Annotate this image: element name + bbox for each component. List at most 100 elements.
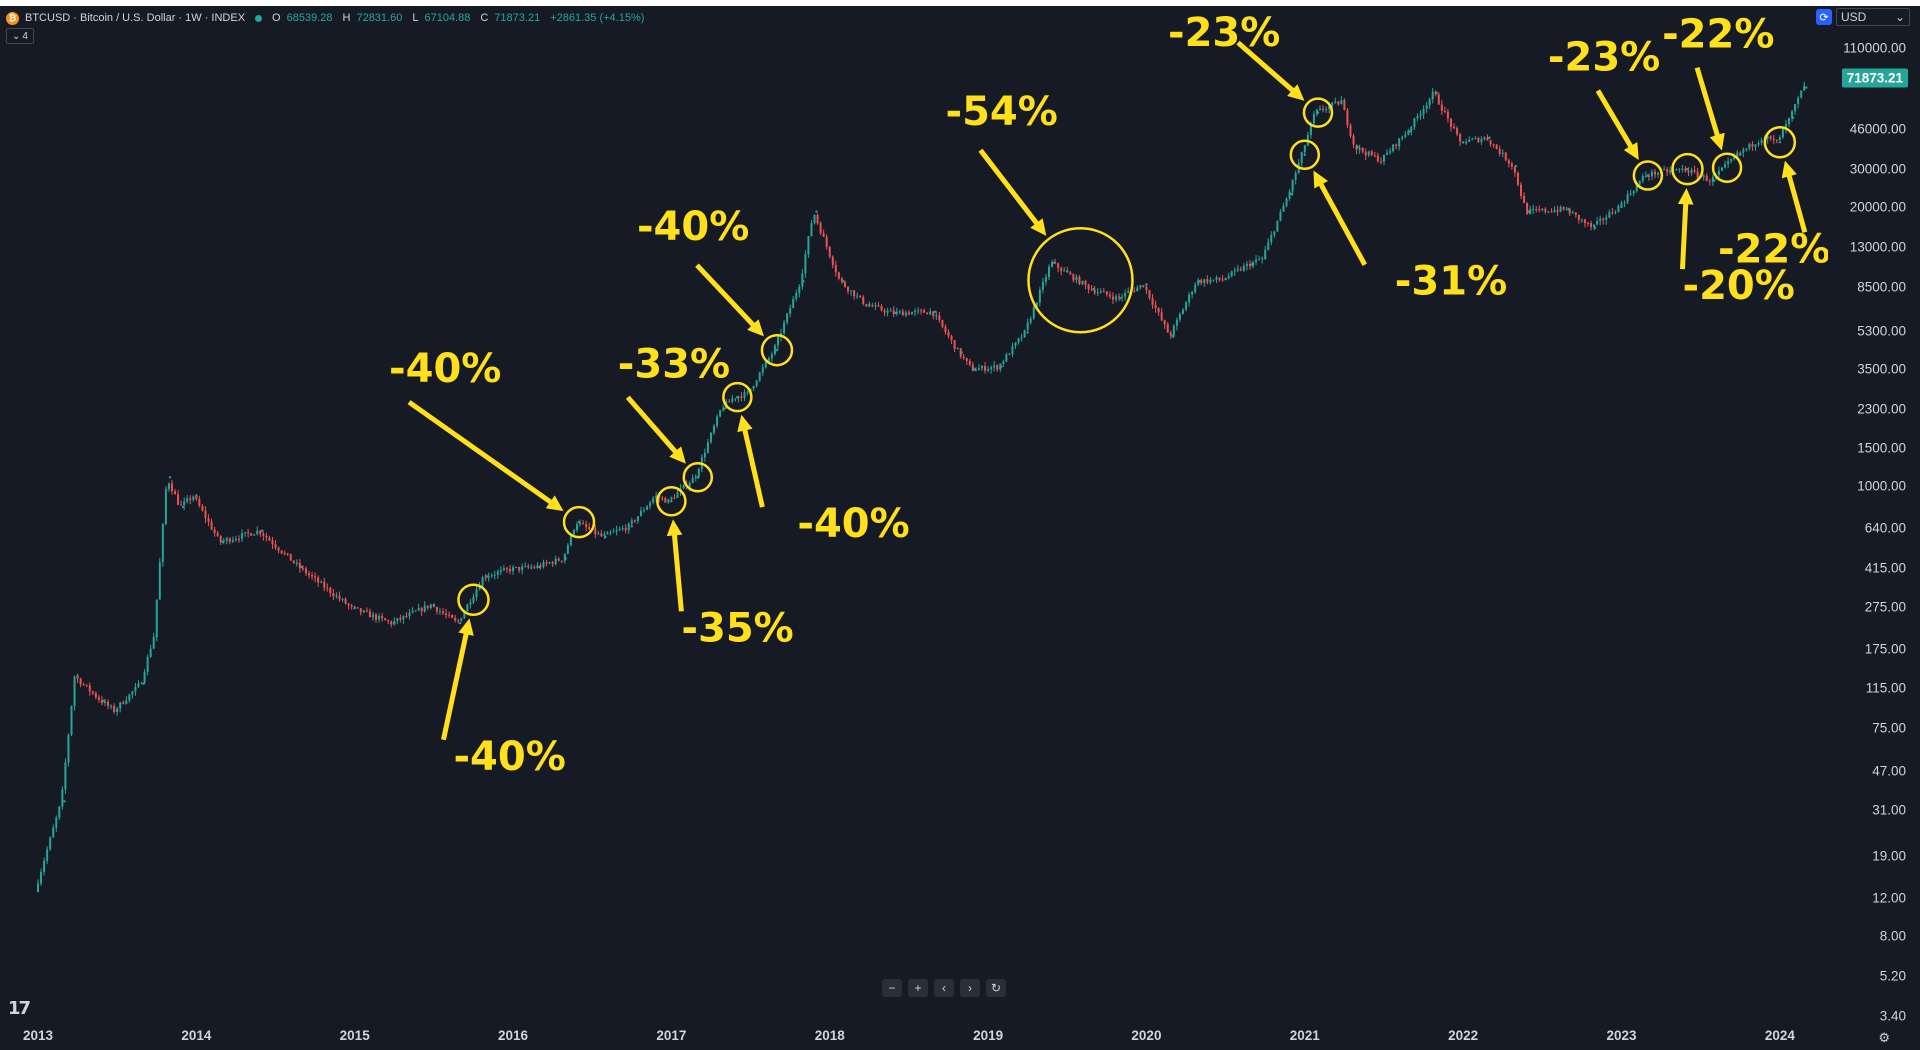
candle-body [1096, 292, 1099, 294]
candle-body [682, 484, 685, 489]
candle-body [719, 410, 722, 417]
candle-body [1145, 286, 1148, 291]
candle-body [204, 510, 207, 519]
last-price-label: 71873.21 [1841, 68, 1908, 88]
candle-body [1641, 176, 1644, 182]
annotation-circle [1763, 126, 1797, 159]
candle-body [880, 306, 883, 311]
candle-body [1157, 308, 1160, 313]
symbol-title[interactable]: BTCUSD · Bitcoin / U.S. Dollar · 1W · IN… [25, 12, 246, 24]
candle-body [1690, 169, 1693, 173]
zoom-in-button[interactable]: + [908, 979, 928, 997]
candle-body [1754, 144, 1757, 147]
candle-body [1440, 104, 1443, 111]
market-status-icon [255, 14, 263, 22]
price-tick-label: 8500.00 [1857, 279, 1906, 295]
candle-body [1203, 279, 1206, 284]
annotation-circle [562, 505, 596, 539]
candle-body [661, 497, 664, 499]
candle-body [783, 322, 786, 334]
scroll-left-button[interactable]: ‹ [934, 979, 954, 997]
candle-body [1501, 152, 1504, 154]
candle-body [1139, 285, 1142, 288]
candle-body [618, 528, 621, 531]
candle-body [1614, 212, 1617, 214]
data-point [670, 500, 673, 503]
gear-icon[interactable]: ⚙ [1878, 1030, 1890, 1045]
candle-body [314, 576, 317, 578]
currency-select[interactable]: USD ⌄ [1836, 8, 1910, 26]
candle-body [1769, 136, 1772, 139]
candle-body [1590, 223, 1593, 228]
candle-body [341, 599, 344, 601]
candle-body [326, 587, 329, 589]
candle-body [1340, 100, 1343, 105]
annotation-circle [1671, 152, 1704, 186]
candle-body [1742, 149, 1745, 153]
candle-body [384, 618, 387, 621]
indicators-toggle-button[interactable]: ⌄ 4 [6, 28, 34, 44]
candle-body [1102, 291, 1105, 293]
candle-body [1416, 116, 1419, 119]
reset-chart-button[interactable]: ↻ [986, 979, 1006, 997]
candle-body [1577, 214, 1580, 220]
candle-body [1212, 279, 1215, 281]
candle-body [496, 571, 499, 575]
refresh-icon[interactable]: ⟳ [1816, 9, 1832, 25]
data-point [1066, 270, 1069, 273]
candle-body [585, 524, 588, 528]
data-point [1409, 130, 1412, 133]
data-point [459, 621, 462, 625]
candle-body [609, 532, 612, 534]
data-point [1303, 153, 1307, 156]
candle-body [186, 498, 189, 502]
candle-body [481, 577, 484, 587]
candle-body [1453, 126, 1456, 129]
year-tick-label: 2015 [339, 1028, 370, 1043]
candle-body [329, 587, 332, 594]
data-point [1712, 179, 1716, 182]
candle-body [1209, 279, 1212, 283]
data-point [1567, 208, 1570, 211]
candle-body [786, 313, 789, 323]
candle-body [1751, 143, 1754, 147]
candle-body [1477, 137, 1480, 142]
candle-body [636, 516, 639, 522]
candle-body [1285, 198, 1288, 206]
candle-body [463, 611, 466, 619]
candle-body [1233, 270, 1236, 272]
candle-body [304, 568, 307, 574]
candle-body [210, 521, 213, 530]
candle-body [1026, 322, 1029, 330]
candle-body [850, 290, 853, 292]
candle-body [1757, 142, 1760, 145]
candle-body [776, 336, 779, 346]
tradingview-logo[interactable]: 17 [8, 998, 31, 1019]
candle-body [1288, 191, 1291, 199]
candle-body [1693, 169, 1696, 172]
zoom-out-button[interactable]: − [882, 979, 902, 997]
price-tick-label: 2300.00 [1857, 401, 1906, 417]
candle-body [164, 489, 167, 524]
candle-body [110, 705, 113, 707]
price-axis[interactable]: 71873.21 110000.00 46000.00 30000.00 20000.… [1828, 0, 1920, 1050]
scroll-right-button[interactable]: › [960, 979, 980, 997]
candle-body [1118, 296, 1121, 298]
indicator-count: 4 [22, 30, 28, 42]
candle-body [856, 295, 859, 297]
candle-body [295, 562, 298, 564]
candle-body [1775, 139, 1778, 141]
symbol-legend: ₿ BTCUSD · Bitcoin / U.S. Dollar · 1W · … [6, 10, 648, 26]
year-tick-label: 2014 [181, 1028, 212, 1043]
candle-body [847, 286, 850, 292]
data-point [76, 675, 79, 678]
candle-body [1410, 127, 1413, 131]
candle-body [859, 295, 862, 297]
price-chart[interactable]: -40% -40% -35% -33% -40% -40% -54% -31% -23% -23%… [0, 0, 1828, 1020]
candle-body [1038, 289, 1041, 303]
data-point [1527, 210, 1531, 213]
annotation-arrow [441, 627, 470, 741]
candle-body [1206, 279, 1209, 283]
candle-body [1425, 105, 1428, 109]
time-axis[interactable]: 2013 2014 2015 2016 2017 2018 2019 2020 2021 2022… [0, 1020, 1828, 1050]
